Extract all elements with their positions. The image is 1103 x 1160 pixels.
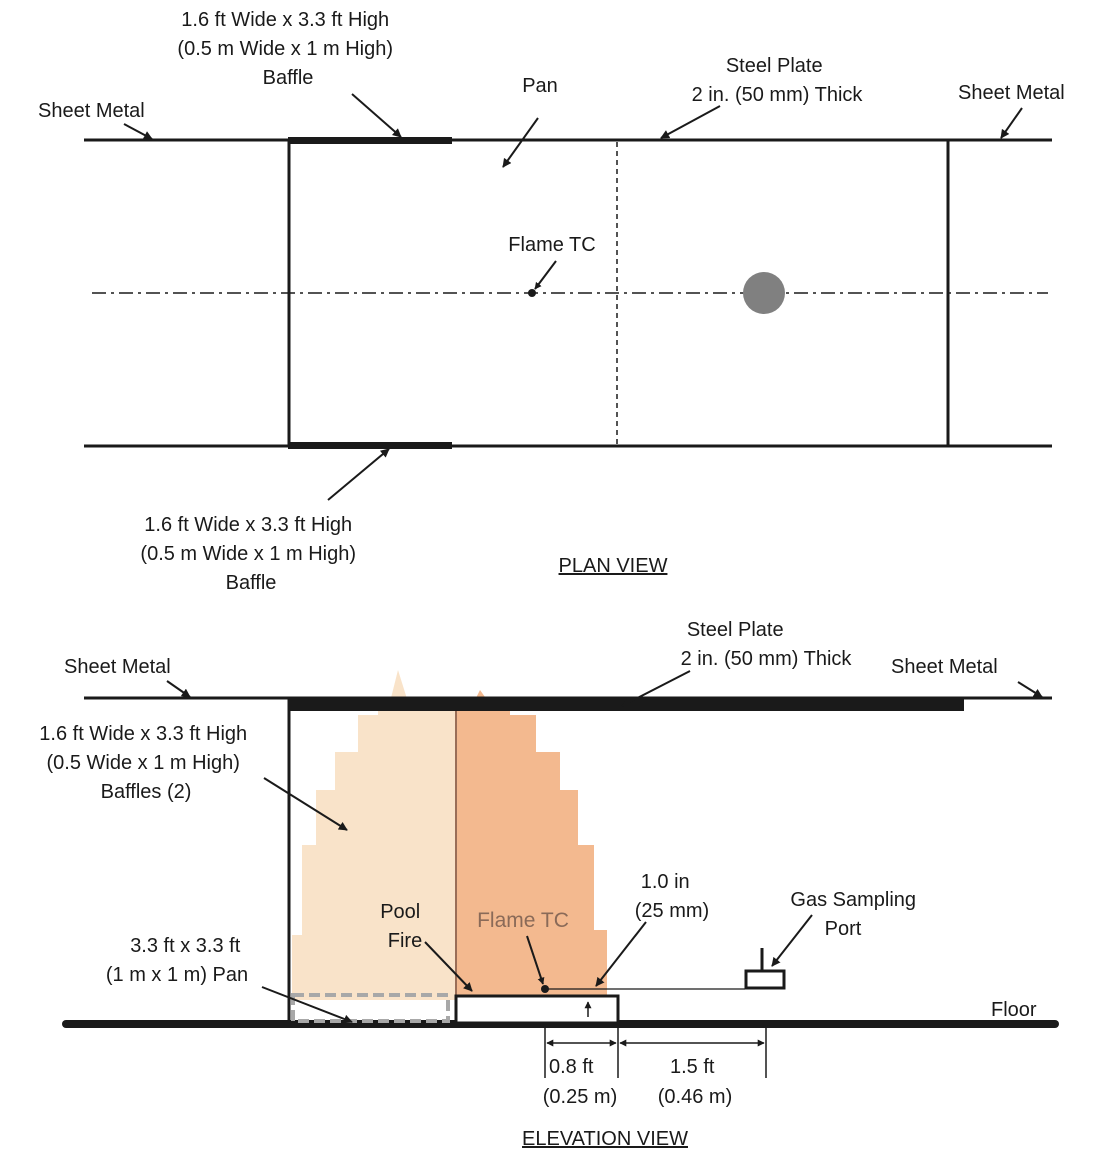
- elevation-flame-light: [292, 670, 456, 1000]
- plan-steel-plate-arrow: [660, 105, 721, 139]
- plan-view-title: PLAN VIEW: [559, 555, 668, 577]
- elev-flame-tc-label: Flame TC: [477, 909, 569, 932]
- elev-pan-label: 3.3 ft x 3.3 ft (1 m x 1 m) Pan: [106, 935, 248, 986]
- plan-steel-plate-label: Steel Plate 2 in. (50 mm) Thick: [692, 55, 864, 106]
- elev-sheet-metal-right-label: Sheet Metal: [891, 656, 998, 678]
- elev-sheet-metal-left-arrow: [166, 680, 191, 698]
- plan-flame-tc-arrow: [534, 260, 557, 290]
- plan-pan-arrow: [502, 117, 539, 168]
- elev-floor-label: Floor: [991, 999, 1037, 1021]
- elev-pool-fire-label: Pool Fire: [380, 901, 426, 952]
- dim-right-label: 1.5 ft (0.46 m): [658, 1056, 732, 1108]
- elevation-pan-ghost: [291, 993, 450, 1023]
- elev-gas-sampling-label: Gas Sampling Port: [790, 889, 921, 940]
- elevation-pan: [454, 994, 620, 1025]
- elev-tc-height-arrow: [595, 921, 647, 987]
- plan-baffle-top: [288, 137, 452, 144]
- plan-sheet-metal-right-arrow: [1000, 107, 1023, 139]
- elev-sheet-metal-left-label: Sheet Metal: [64, 656, 171, 678]
- elevation-flame-tc-point: [541, 985, 549, 993]
- plan-view: 1.6 ft Wide x 3.3 ft High (0.5 m Wide x …: [38, 9, 1065, 594]
- elev-steel-plate-arrow: [621, 670, 691, 707]
- plan-sheet-metal-right-label: Sheet Metal: [958, 82, 1065, 104]
- plan-baffle-bottom-arrow: [327, 448, 390, 501]
- plan-baffle-top-arrow: [351, 93, 402, 138]
- elev-baffles-label: 1.6 ft Wide x 3.3 ft High (0.5 Wide x 1 …: [39, 723, 252, 803]
- dim-left-label: 0.8 ft (0.25 m): [543, 1056, 617, 1108]
- elevation-flame-dark: [456, 690, 607, 1000]
- plan-gas-sampling-marker: [743, 272, 785, 314]
- plan-sheet-metal-left-label: Sheet Metal: [38, 100, 145, 122]
- plan-sheet-metal-left-arrow: [123, 123, 153, 140]
- plan-baffle-top-label: 1.6 ft Wide x 3.3 ft High (0.5 m Wide x …: [177, 9, 398, 89]
- elev-tc-height-label: 1.0 in (25 mm): [635, 871, 709, 922]
- elevation-gas-sampling-port: [744, 969, 786, 990]
- elev-sheet-metal-right-arrow: [1017, 681, 1043, 698]
- elev-steel-plate-label: Steel Plate 2 in. (50 mm) Thick: [681, 619, 853, 670]
- elev-pan-arrow: [261, 986, 353, 1024]
- plan-pan-label: Pan: [522, 75, 558, 97]
- elevation-view: Steel Plate 2 in. (50 mm) Thick Sheet Me…: [39, 619, 1059, 1150]
- elev-gas-sampling-arrow: [771, 914, 813, 967]
- elev-flame-tc-arrow: [526, 935, 545, 985]
- elevation-view-title: ELEVATION VIEW: [522, 1128, 688, 1150]
- elev-pool-fire-arrow: [424, 941, 473, 992]
- plan-flame-tc-label: Flame TC: [508, 234, 595, 256]
- plan-flame-tc-point: [528, 289, 536, 297]
- plan-baffle-bottom: [288, 442, 452, 449]
- plan-baffle-bottom-label: 1.6 ft Wide x 3.3 ft High (0.5 m Wide x …: [140, 514, 361, 594]
- elev-baffles-arrow: [263, 777, 348, 831]
